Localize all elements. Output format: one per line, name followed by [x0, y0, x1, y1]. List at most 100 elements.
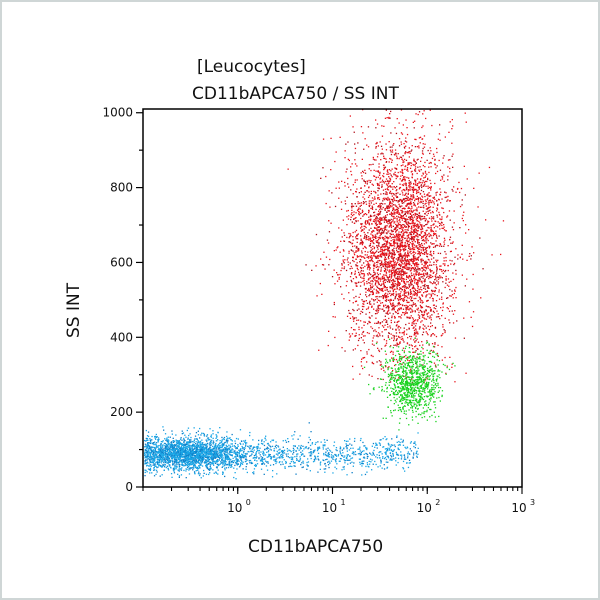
data-point: [400, 314, 403, 316]
data-point: [410, 218, 413, 220]
data-point: [390, 345, 392, 347]
data-point: [354, 282, 356, 284]
data-point: [397, 309, 399, 311]
data-point: [383, 221, 386, 223]
data-point: [378, 205, 380, 207]
data-point: [360, 191, 362, 193]
data-point: [391, 230, 394, 232]
data-point: [432, 333, 434, 335]
data-point: [418, 234, 420, 236]
data-point: [433, 381, 435, 384]
data-point: [422, 355, 424, 357]
data-point: [401, 254, 403, 256]
data-point: [393, 254, 396, 256]
data-point: [401, 190, 403, 192]
data-point: [401, 399, 403, 401]
data-point: [360, 187, 362, 189]
data-point: [385, 362, 387, 364]
data-point: [426, 396, 428, 398]
data-point: [423, 287, 425, 289]
data-point: [373, 226, 376, 229]
data-point: [423, 312, 426, 314]
data-point: [422, 378, 424, 381]
data-point: [403, 189, 405, 191]
data-point: [397, 209, 399, 211]
data-point: [411, 240, 413, 243]
data-point: [413, 405, 415, 407]
data-point: [402, 304, 404, 306]
data-point: [425, 242, 428, 244]
data-point: [429, 416, 431, 418]
data-point: [406, 151, 408, 154]
data-point: [388, 226, 390, 228]
data-point: [407, 192, 409, 194]
data-point: [441, 346, 443, 348]
data-point: [382, 253, 384, 255]
data-point: [384, 193, 387, 195]
data-point: [404, 179, 406, 181]
data-point: [412, 202, 415, 204]
data-point: [361, 229, 363, 231]
data-point: [357, 339, 360, 342]
data-point: [406, 268, 408, 270]
data-point: [361, 264, 363, 266]
data-point: [406, 401, 408, 404]
data-point: [360, 271, 362, 273]
data-point: [390, 276, 393, 278]
data-point: [359, 373, 361, 375]
data-point: [396, 339, 398, 341]
data-point: [365, 237, 367, 239]
data-point: [405, 367, 408, 369]
data-point: [433, 257, 435, 259]
data-point: [410, 387, 413, 390]
data-point: [429, 281, 431, 283]
data-point: [363, 231, 365, 234]
data-point: [391, 161, 393, 163]
data-point: [391, 203, 393, 205]
data-point: [446, 216, 448, 218]
data-point: [465, 224, 467, 226]
data-point: [416, 404, 418, 407]
data-point: [392, 360, 394, 362]
data-point: [412, 163, 414, 166]
data-point: [411, 389, 413, 391]
data-point: [371, 241, 373, 243]
data-point: [411, 173, 414, 175]
data-point: [392, 207, 394, 209]
data-point: [387, 220, 390, 223]
data-point: [431, 361, 433, 364]
data-point: [362, 203, 365, 205]
data-point: [430, 388, 432, 391]
data-point: [407, 227, 409, 229]
data-point: [410, 225, 413, 227]
data-point: [413, 216, 416, 218]
data-point: [389, 222, 391, 224]
data-point: [393, 315, 396, 318]
data-point: [407, 164, 409, 166]
data-point: [402, 227, 404, 229]
data-point: [363, 279, 365, 281]
data-point: [390, 201, 392, 204]
data-point: [430, 242, 432, 244]
data-point: [411, 205, 413, 207]
data-point: [443, 180, 445, 182]
data-point: [388, 332, 390, 334]
data-point: [412, 221, 414, 223]
data-point: [398, 298, 400, 301]
data-point: [411, 243, 413, 245]
data-point: [407, 262, 410, 264]
data-point: [385, 353, 387, 355]
data-point: [370, 207, 372, 210]
data-point: [354, 179, 356, 181]
data-point: [372, 158, 375, 160]
data-point: [363, 228, 365, 230]
data-point: [397, 361, 399, 364]
data-point: [388, 279, 390, 281]
data-point: [406, 312, 408, 314]
chart-subtitle: CD11bAPCA750 / SS INT: [192, 84, 399, 104]
data-point: [370, 280, 372, 282]
data-point: [464, 285, 466, 287]
data-point: [408, 207, 410, 209]
data-point: [405, 354, 407, 357]
data-point: [436, 191, 438, 193]
